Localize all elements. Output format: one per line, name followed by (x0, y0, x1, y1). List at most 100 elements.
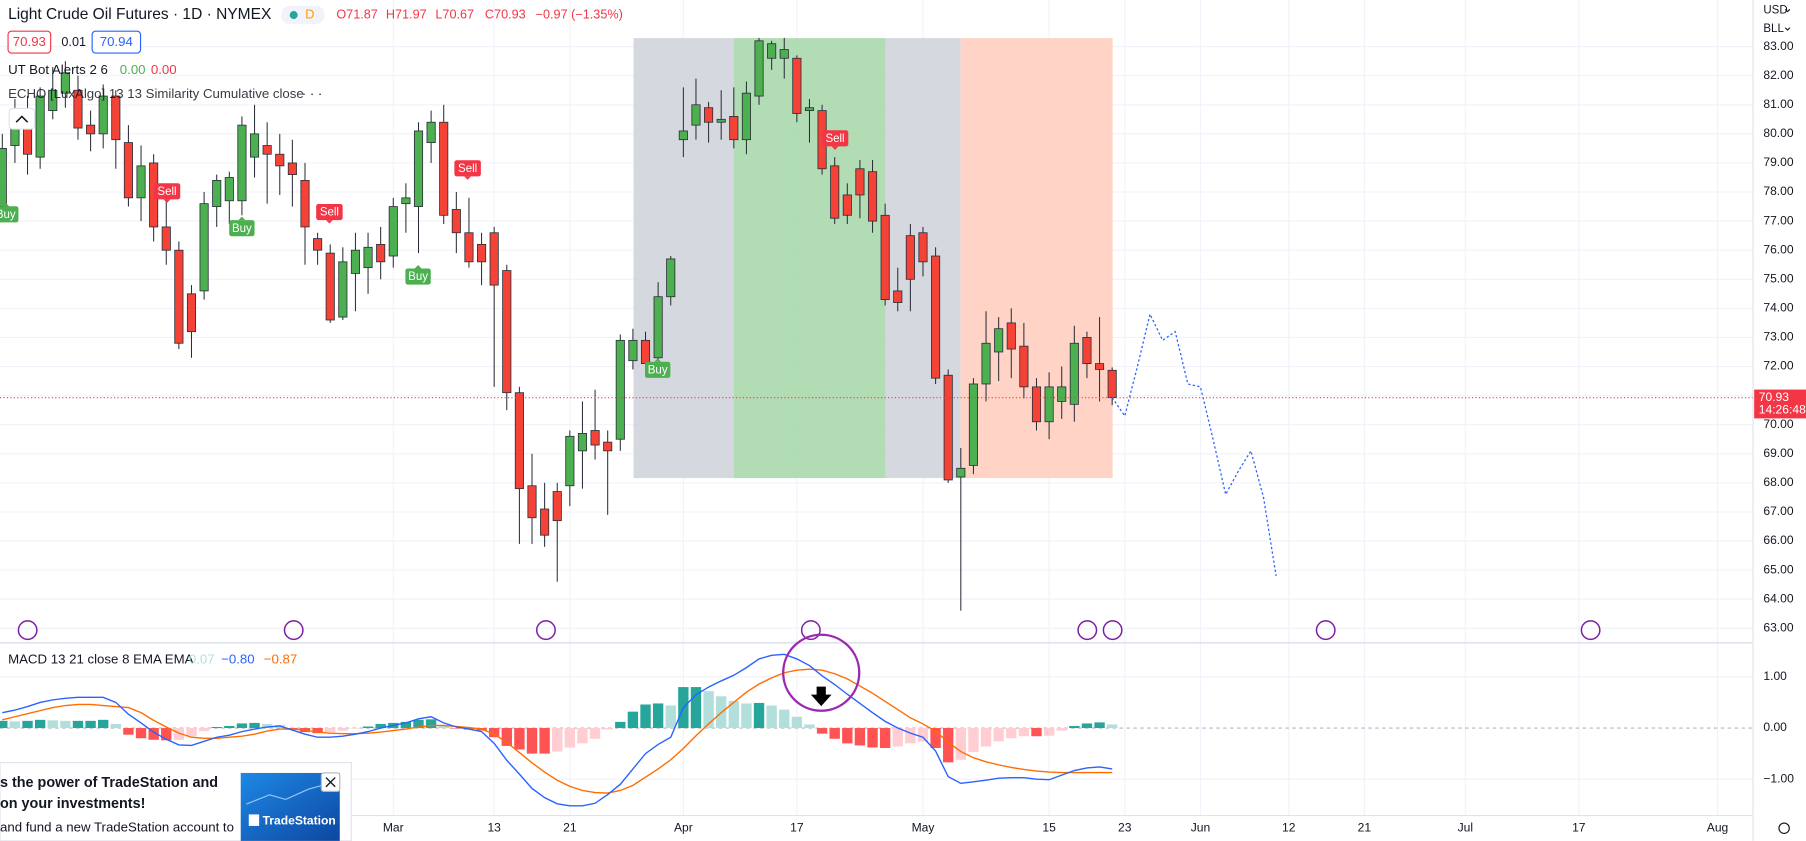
candle-body (325, 252, 335, 321)
signal-box (0, 206, 19, 223)
histogram-bar (514, 728, 525, 750)
ohlc-low: L70.67 (435, 7, 474, 21)
signal-label: Buy (648, 364, 668, 376)
candle-body (313, 238, 323, 251)
signal-pointer (414, 265, 422, 269)
y-tick-label: 83.00 (1763, 39, 1794, 53)
signal-box (153, 183, 181, 200)
signal-box (229, 220, 255, 237)
event-icon[interactable] (17, 620, 38, 641)
x-tick-label: Jul (1458, 820, 1473, 834)
histogram-bar (1081, 723, 1093, 729)
last-price-box (1754, 389, 1806, 419)
ohlc-change: −0.97 (−1.35%) (536, 7, 623, 21)
histogram-bar (665, 705, 676, 729)
histogram-bar (261, 723, 273, 729)
candle-body (741, 92, 751, 141)
histogram-bar (1056, 728, 1067, 731)
settings-icon[interactable] (1778, 822, 1790, 834)
x-tick-label: 17 (1572, 820, 1586, 834)
candle-body (577, 433, 588, 452)
event-icon[interactable] (283, 620, 304, 641)
histogram-bar (362, 726, 374, 729)
event-icon[interactable] (800, 620, 821, 641)
y-tick-label: 69.00 (1763, 446, 1794, 460)
candle-body (477, 243, 487, 263)
y-tick-label: 73.00 (1763, 330, 1794, 344)
candle-body (338, 261, 348, 318)
histogram-bar (312, 728, 323, 734)
histogram-bar (577, 728, 588, 744)
histogram-bar (879, 728, 891, 748)
candle-body (1069, 342, 1079, 405)
candle-body (464, 232, 474, 263)
histogram-bar (930, 728, 941, 748)
candle-body (514, 392, 524, 490)
histogram-bar (539, 728, 550, 754)
histogram-bar (438, 725, 449, 729)
histogram-bar (72, 720, 84, 729)
annotation-circle (782, 633, 861, 712)
candle-body (1006, 322, 1016, 350)
indicator-more[interactable]: · · · (302, 86, 323, 101)
histogram-bar (766, 705, 777, 729)
histogram-bar (905, 728, 916, 744)
candle-body (237, 124, 247, 202)
ask-box[interactable] (91, 30, 142, 54)
histogram-bar (488, 728, 500, 738)
candle-body (540, 508, 550, 536)
x-tick-label: 21 (1358, 820, 1372, 834)
histogram-bar (501, 728, 512, 746)
histogram-bar (451, 728, 462, 729)
macd-title: MACD 13 21 close 8 EMA EMA (8, 652, 194, 667)
histogram-bar (829, 728, 840, 739)
candle-body (388, 206, 398, 257)
signal-label: Sell (458, 163, 477, 175)
event-icon[interactable] (1102, 620, 1123, 641)
candle-body (767, 43, 777, 59)
collapse-button[interactable] (8, 107, 36, 130)
candle-body (754, 40, 764, 97)
histogram-bar (1031, 728, 1042, 737)
bid-box[interactable] (7, 30, 52, 54)
candle-body (981, 342, 991, 385)
candle-body (1095, 363, 1105, 370)
signal-box (316, 203, 343, 221)
histogram-bar (640, 704, 651, 729)
candle-body (779, 49, 789, 59)
x-tick-label: 17 (790, 820, 804, 834)
histogram-bar (690, 687, 702, 729)
histogram-bar (9, 721, 21, 729)
histogram-bar (552, 728, 563, 752)
candle-body (86, 124, 96, 135)
event-icon[interactable] (1077, 620, 1098, 641)
histogram-bar (47, 720, 58, 729)
histogram-bar (85, 720, 96, 729)
ohlc-open: O71.87 (336, 7, 378, 21)
histogram-bar (1094, 722, 1105, 729)
annotation-arrow (810, 686, 832, 707)
signal-pointer (325, 220, 333, 224)
unit[interactable]: BLL (1763, 23, 1784, 35)
candle-body (1107, 369, 1117, 399)
histogram-bar (110, 723, 121, 729)
candle-body (691, 104, 701, 126)
event-icon[interactable] (1580, 620, 1601, 641)
candle-body (212, 179, 222, 207)
histogram-bar (892, 728, 903, 747)
candle-body (199, 203, 209, 292)
ohlc-close: C70.93 (485, 7, 526, 21)
histogram-bar (1069, 725, 1080, 729)
currency[interactable]: USD (1763, 5, 1787, 17)
event-icon[interactable] (535, 620, 556, 641)
histogram-bar (98, 719, 109, 729)
candle-body (931, 255, 941, 379)
signal-pointer (163, 199, 171, 203)
indicator-value: 0.00 (151, 62, 177, 77)
last-price-label: 70.93 (1759, 390, 1790, 404)
histogram-bar (1018, 728, 1030, 737)
signal-pointer (831, 146, 839, 150)
event-icon[interactable] (1315, 620, 1336, 641)
candle-body (565, 435, 575, 487)
candle-body (527, 485, 537, 519)
